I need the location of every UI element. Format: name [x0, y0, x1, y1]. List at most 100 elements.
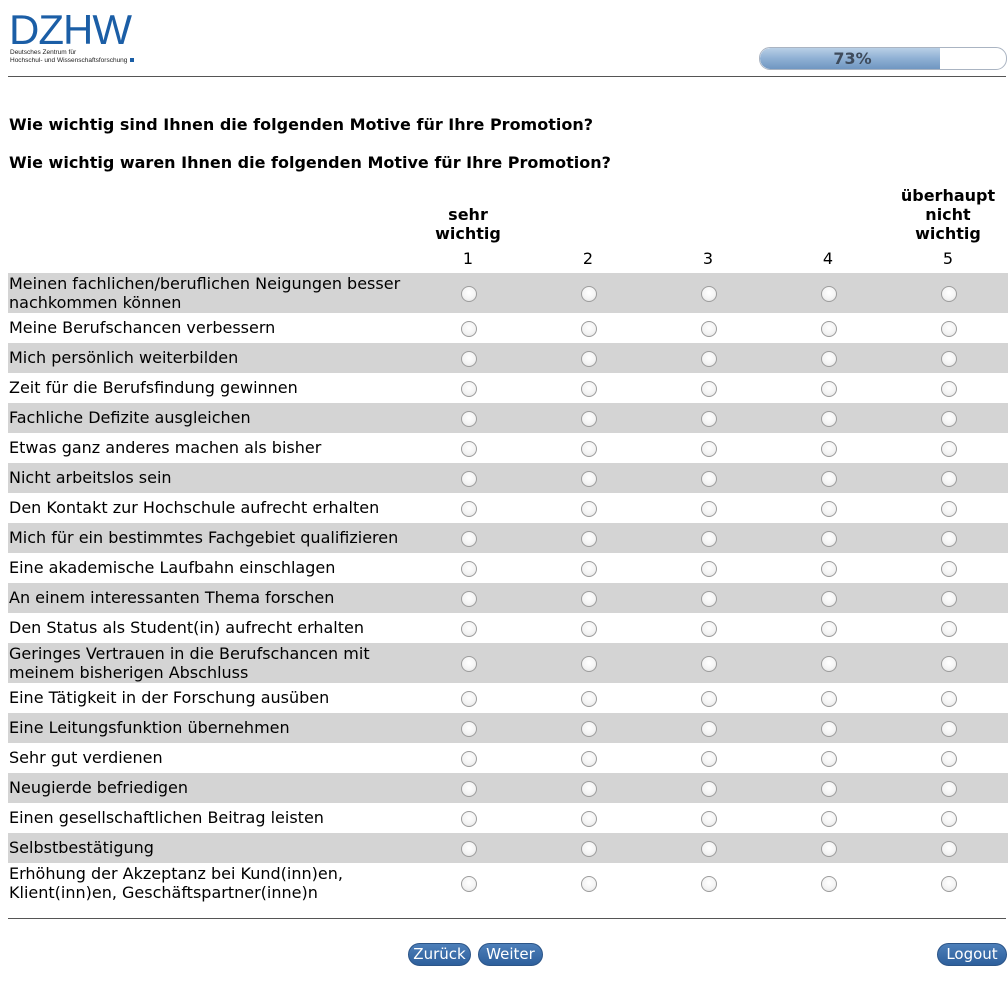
- rating-radio-1[interactable]: [461, 531, 477, 547]
- rating-radio-3[interactable]: [701, 656, 717, 672]
- rating-radio-2[interactable]: [581, 841, 597, 857]
- rating-radio-5[interactable]: [941, 781, 957, 797]
- rating-radio-1[interactable]: [461, 381, 477, 397]
- rating-radio-1[interactable]: [461, 721, 477, 737]
- rating-radio-2[interactable]: [581, 321, 597, 337]
- rating-radio-1[interactable]: [461, 441, 477, 457]
- rating-radio-5[interactable]: [941, 591, 957, 607]
- rating-radio-1[interactable]: [461, 811, 477, 827]
- rating-radio-2[interactable]: [581, 286, 597, 302]
- rating-radio-3[interactable]: [701, 811, 717, 827]
- rating-radio-3[interactable]: [701, 501, 717, 517]
- rating-radio-3[interactable]: [701, 321, 717, 337]
- rating-radio-3[interactable]: [701, 471, 717, 487]
- rating-radio-5[interactable]: [941, 811, 957, 827]
- rating-radio-5[interactable]: [941, 441, 957, 457]
- rating-radio-1[interactable]: [461, 501, 477, 517]
- next-button[interactable]: Weiter: [478, 943, 543, 966]
- rating-radio-3[interactable]: [701, 721, 717, 737]
- rating-radio-5[interactable]: [941, 841, 957, 857]
- rating-radio-4[interactable]: [821, 876, 837, 892]
- rating-radio-5[interactable]: [941, 656, 957, 672]
- rating-radio-1[interactable]: [461, 561, 477, 577]
- rating-radio-3[interactable]: [701, 411, 717, 427]
- rating-radio-4[interactable]: [821, 591, 837, 607]
- rating-radio-2[interactable]: [581, 561, 597, 577]
- logout-button[interactable]: Logout: [937, 943, 1007, 966]
- rating-radio-4[interactable]: [821, 811, 837, 827]
- rating-radio-2[interactable]: [581, 781, 597, 797]
- rating-radio-5[interactable]: [941, 561, 957, 577]
- rating-radio-3[interactable]: [701, 781, 717, 797]
- rating-radio-1[interactable]: [461, 841, 477, 857]
- rating-radio-2[interactable]: [581, 811, 597, 827]
- rating-radio-1[interactable]: [461, 286, 477, 302]
- rating-radio-3[interactable]: [701, 531, 717, 547]
- rating-radio-4[interactable]: [821, 471, 837, 487]
- rating-radio-1[interactable]: [461, 321, 477, 337]
- rating-radio-4[interactable]: [821, 841, 837, 857]
- rating-radio-4[interactable]: [821, 531, 837, 547]
- rating-radio-5[interactable]: [941, 501, 957, 517]
- rating-radio-1[interactable]: [461, 656, 477, 672]
- rating-radio-3[interactable]: [701, 381, 717, 397]
- rating-radio-2[interactable]: [581, 721, 597, 737]
- rating-radio-4[interactable]: [821, 781, 837, 797]
- rating-radio-2[interactable]: [581, 656, 597, 672]
- rating-radio-4[interactable]: [821, 411, 837, 427]
- rating-radio-5[interactable]: [941, 621, 957, 637]
- rating-radio-1[interactable]: [461, 691, 477, 707]
- rating-radio-5[interactable]: [941, 286, 957, 302]
- rating-radio-4[interactable]: [821, 656, 837, 672]
- rating-radio-1[interactable]: [461, 351, 477, 367]
- rating-radio-1[interactable]: [461, 751, 477, 767]
- rating-radio-3[interactable]: [701, 751, 717, 767]
- rating-radio-5[interactable]: [941, 381, 957, 397]
- rating-radio-2[interactable]: [581, 411, 597, 427]
- rating-radio-4[interactable]: [821, 286, 837, 302]
- rating-radio-4[interactable]: [821, 691, 837, 707]
- rating-radio-3[interactable]: [701, 561, 717, 577]
- rating-radio-4[interactable]: [821, 751, 837, 767]
- rating-radio-2[interactable]: [581, 876, 597, 892]
- rating-radio-2[interactable]: [581, 691, 597, 707]
- rating-radio-5[interactable]: [941, 721, 957, 737]
- rating-radio-5[interactable]: [941, 411, 957, 427]
- rating-radio-4[interactable]: [821, 501, 837, 517]
- rating-radio-4[interactable]: [821, 561, 837, 577]
- rating-radio-1[interactable]: [461, 876, 477, 892]
- rating-radio-4[interactable]: [821, 381, 837, 397]
- rating-radio-1[interactable]: [461, 781, 477, 797]
- rating-radio-4[interactable]: [821, 351, 837, 367]
- rating-radio-3[interactable]: [701, 286, 717, 302]
- rating-radio-1[interactable]: [461, 591, 477, 607]
- rating-radio-2[interactable]: [581, 351, 597, 367]
- rating-radio-2[interactable]: [581, 751, 597, 767]
- rating-radio-2[interactable]: [581, 591, 597, 607]
- rating-radio-1[interactable]: [461, 411, 477, 427]
- rating-radio-2[interactable]: [581, 381, 597, 397]
- rating-radio-3[interactable]: [701, 841, 717, 857]
- rating-radio-4[interactable]: [821, 621, 837, 637]
- rating-radio-5[interactable]: [941, 531, 957, 547]
- rating-radio-3[interactable]: [701, 441, 717, 457]
- rating-radio-5[interactable]: [941, 691, 957, 707]
- rating-radio-2[interactable]: [581, 621, 597, 637]
- rating-radio-3[interactable]: [701, 691, 717, 707]
- rating-radio-2[interactable]: [581, 501, 597, 517]
- rating-radio-5[interactable]: [941, 321, 957, 337]
- rating-radio-5[interactable]: [941, 351, 957, 367]
- rating-radio-1[interactable]: [461, 621, 477, 637]
- rating-radio-4[interactable]: [821, 721, 837, 737]
- back-button[interactable]: Zurück: [408, 943, 471, 966]
- rating-radio-4[interactable]: [821, 441, 837, 457]
- rating-radio-5[interactable]: [941, 471, 957, 487]
- rating-radio-1[interactable]: [461, 471, 477, 487]
- rating-radio-2[interactable]: [581, 531, 597, 547]
- rating-radio-3[interactable]: [701, 621, 717, 637]
- rating-radio-3[interactable]: [701, 876, 717, 892]
- rating-radio-5[interactable]: [941, 751, 957, 767]
- rating-radio-2[interactable]: [581, 441, 597, 457]
- rating-radio-4[interactable]: [821, 321, 837, 337]
- rating-radio-5[interactable]: [941, 876, 957, 892]
